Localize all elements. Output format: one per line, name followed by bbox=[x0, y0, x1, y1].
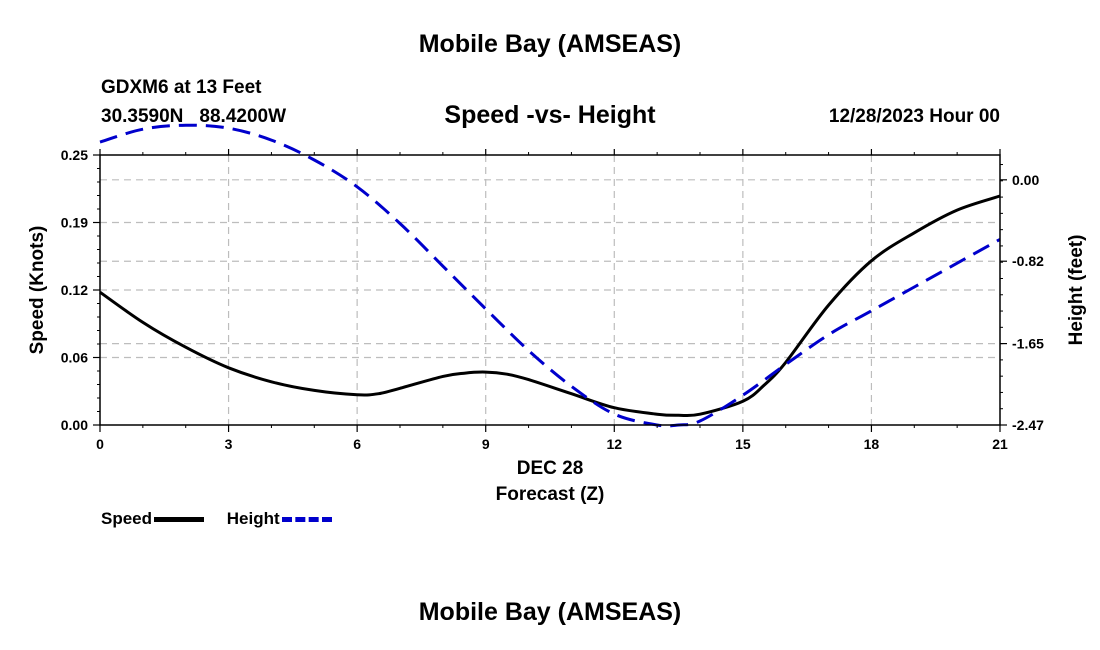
y-tick-label: 0.00 bbox=[61, 417, 88, 433]
x-axis-date-label: DEC 28 bbox=[517, 458, 584, 479]
x-tick-label: 9 bbox=[482, 436, 490, 452]
y-axis-label: Speed (Knots) bbox=[27, 226, 48, 355]
bottom-title: Mobile Bay (AMSEAS) bbox=[418, 598, 682, 626]
y2-tick-label: 0.00 bbox=[1012, 172, 1039, 188]
legend-speed-label: Speed bbox=[101, 509, 153, 528]
x-tick-label: 6 bbox=[353, 436, 361, 452]
y2-tick-label: -1.65 bbox=[1012, 336, 1044, 352]
main-title: Mobile Bay (AMSEAS) bbox=[418, 30, 682, 58]
x-tick-label: 12 bbox=[606, 436, 622, 452]
legend: Speed Height bbox=[101, 509, 350, 529]
chart: 0 3 6 9 12 15 18 21 0.00 0.06 0.12 0.19 0.25 0.00 -0.8… bbox=[27, 123, 1087, 505]
y-tick-label: 0.06 bbox=[61, 350, 88, 366]
y-tick-label: 0.25 bbox=[61, 147, 88, 163]
y2-tick-label: -0.82 bbox=[1012, 253, 1044, 269]
legend-speed-swatch bbox=[154, 516, 205, 522]
x-axis-label: Forecast (Z) bbox=[496, 484, 605, 505]
x-tick-label: 15 bbox=[735, 436, 751, 452]
coordinates: 30.3590N 88.4200W bbox=[101, 106, 286, 128]
y2-axis-label: Height (feet) bbox=[1066, 235, 1087, 346]
longitude: 88.4200W bbox=[199, 106, 287, 127]
legend-height-swatch bbox=[281, 516, 332, 522]
station-label: GDXM6 at 13 Feet bbox=[101, 77, 262, 98]
x-tick-label: 21 bbox=[992, 436, 1008, 452]
chart-subtitle: Speed -vs- Height bbox=[444, 101, 656, 129]
latitude: 30.3590N bbox=[101, 106, 184, 127]
grid bbox=[100, 155, 1000, 425]
tick-labels: 0 3 6 9 12 15 18 21 0.00 0.06 0.12 0.19 0.25 0.00 -0.8… bbox=[61, 147, 1044, 452]
series-layer bbox=[99, 123, 1001, 428]
x-tick-label: 18 bbox=[864, 436, 880, 452]
series-line-height bbox=[99, 123, 1001, 428]
forecast-date: 12/28/2023 Hour 00 bbox=[828, 106, 1000, 127]
x-tick-label: 0 bbox=[96, 436, 104, 452]
legend-height-label: Height bbox=[226, 509, 280, 528]
ticks bbox=[93, 149, 1007, 432]
y2-tick-label: -2.47 bbox=[1012, 417, 1044, 433]
y-tick-label: 0.19 bbox=[61, 215, 88, 231]
legend-item-height: Height bbox=[227, 509, 332, 529]
y-tick-label: 0.12 bbox=[61, 282, 88, 298]
legend-item-speed: Speed bbox=[101, 509, 205, 529]
x-tick-label: 3 bbox=[225, 436, 233, 452]
series-line-speed bbox=[99, 194, 1001, 418]
